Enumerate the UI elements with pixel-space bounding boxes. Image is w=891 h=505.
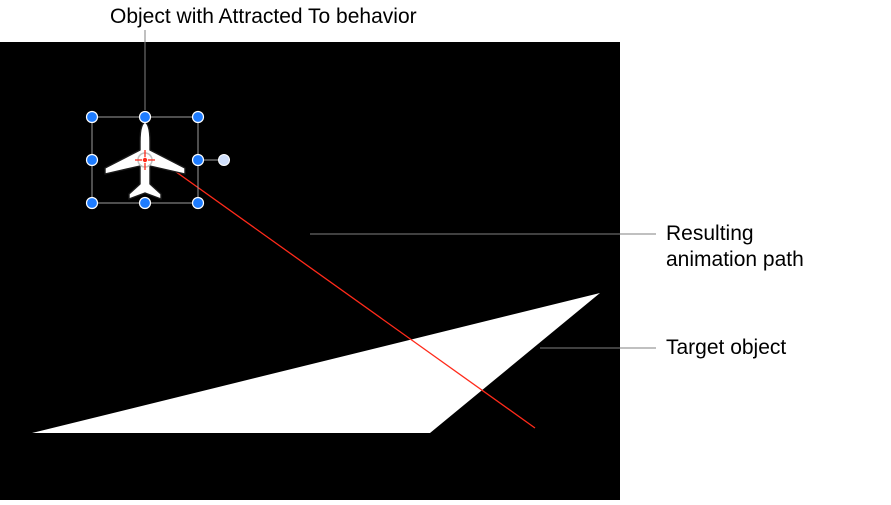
label-attracted-object: Object with Attracted To behavior xyxy=(110,4,417,30)
rotation-handle xyxy=(219,155,230,166)
transform-handle xyxy=(140,198,151,209)
transform-handle xyxy=(193,112,204,123)
transform-handle xyxy=(87,198,98,209)
transform-handle xyxy=(140,112,151,123)
transform-handle xyxy=(193,198,204,209)
diagram-stage: Object with Attracted To behavior Result… xyxy=(0,0,891,505)
transform-handle xyxy=(87,155,98,166)
transform-handle xyxy=(193,155,204,166)
label-animation-path: Resulting animation path xyxy=(666,221,804,274)
label-target-object: Target object xyxy=(666,335,786,361)
transform-handle xyxy=(87,112,98,123)
